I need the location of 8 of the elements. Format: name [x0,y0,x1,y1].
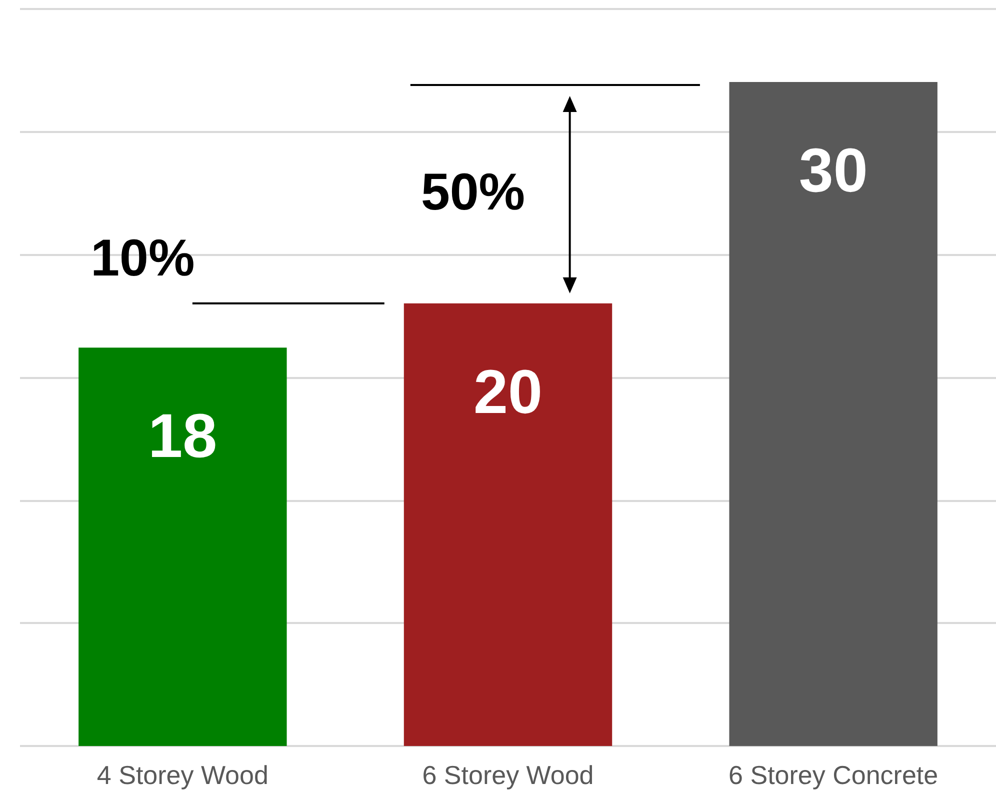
data-label: 30 [798,136,868,206]
annotation: 10% [90,229,195,288]
data-label: 20 [474,358,542,427]
x-tick-label: 6 Storey Wood [422,760,594,790]
annotation: 50% [420,164,526,222]
data-label: 18 [148,402,218,472]
x-tick-label: 4 Storey Wood [96,760,268,790]
x-tick-label: 6 Storey Concrete [728,760,938,790]
